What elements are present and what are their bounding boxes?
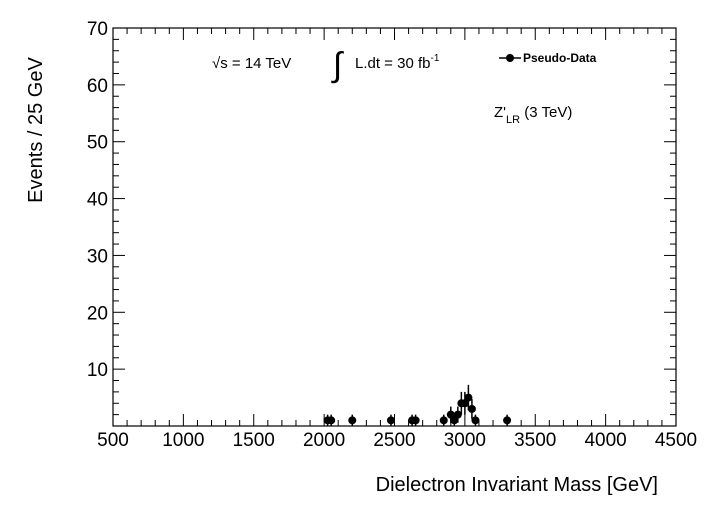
data-point	[327, 416, 336, 425]
axis-ticks	[112, 27, 677, 426]
sqrt-s-label: √s = 14 TeV	[212, 55, 291, 72]
data-point	[453, 410, 462, 419]
y-tick-label: 10	[87, 360, 108, 381]
x-tick-label: 3000	[444, 430, 486, 451]
y-tick-label: 70	[87, 19, 108, 40]
integral-symbol: ∫	[331, 46, 344, 84]
y-tick-labels: 10 20 30 40 50 60 70	[87, 19, 108, 381]
data-point	[411, 416, 420, 425]
plot-frame	[112, 27, 677, 427]
signal-label-main: Z'	[494, 104, 506, 121]
data-point	[439, 416, 448, 425]
x-tick-label: 1500	[233, 430, 275, 451]
data-point	[386, 416, 395, 425]
y-tick-label: 50	[87, 133, 108, 154]
signal-label: Z'LR (3 TeV)	[494, 104, 572, 126]
luminosity-label: L.dt = 30 fb-1	[355, 53, 440, 72]
data-point	[348, 416, 357, 425]
x-tick-label: 4500	[655, 430, 697, 451]
x-axis-title: Dielectron Invariant Mass [GeV]	[376, 474, 658, 496]
signal-label-rest: (3 TeV)	[520, 104, 572, 121]
legend-label: Pseudo-Data	[523, 51, 597, 65]
signal-label-subscript: LR	[506, 114, 520, 126]
y-tick-label: 30	[87, 246, 108, 267]
data-points	[323, 384, 512, 426]
x-tick-labels: 500 1000 1500 2000 2500 3000 3500 4000 4500	[97, 430, 697, 451]
x-tick-label: 1000	[162, 430, 204, 451]
x-tick-label: 500	[97, 430, 129, 451]
data-point	[503, 416, 512, 425]
luminosity-exponent: -1	[430, 53, 439, 64]
data-point	[467, 404, 476, 413]
x-tick-label: 3500	[514, 430, 556, 451]
y-tick-label: 20	[87, 303, 108, 324]
x-tick-label: 2500	[373, 430, 415, 451]
legend-marker-point	[506, 54, 514, 62]
data-point	[464, 393, 473, 402]
y-tick-label: 60	[87, 76, 108, 97]
data-point	[471, 416, 480, 425]
y-axis-title: Events / 25 GeV	[25, 57, 47, 203]
x-tick-label: 2000	[303, 430, 345, 451]
x-tick-label: 4000	[584, 430, 626, 451]
y-tick-label: 40	[87, 190, 108, 211]
luminosity-text: L.dt = 30 fb	[355, 55, 430, 72]
